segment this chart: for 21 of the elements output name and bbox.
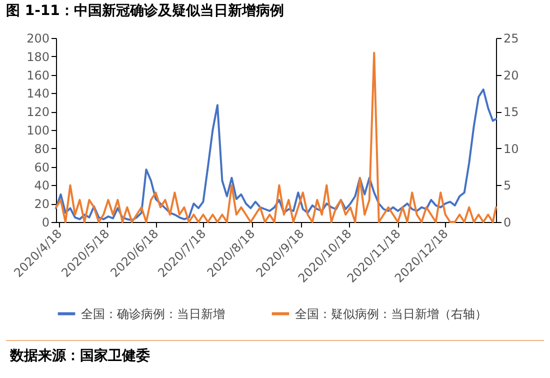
- y-tick-label: 200: [26, 32, 50, 46]
- y2-tick-label: 5: [504, 178, 512, 193]
- y-tick-label: 20: [34, 197, 50, 212]
- y2-tick-label: 0: [504, 216, 512, 230]
- y-tick-label: 100: [26, 124, 50, 138]
- y-tick-label: 0: [42, 216, 50, 230]
- y2-tick-label: 15: [504, 105, 519, 120]
- y-tick-label: 60: [34, 160, 50, 174]
- y-tick-label: 160: [26, 68, 50, 82]
- legend-label: 全国：确诊病例：当日新增: [81, 306, 225, 321]
- y2-tick-label: 20: [504, 68, 519, 82]
- y2-tick-label: 10: [504, 142, 519, 156]
- y-tick-label: 180: [26, 50, 50, 64]
- chart-title: 图 1-11：中国新冠确诊及疑似当日新增病例: [6, 2, 284, 19]
- y-tick-label: 40: [34, 178, 50, 193]
- source-note: 数据来源：国家卫健委: [6, 340, 544, 365]
- legend-label: 全国：疑似病例：当日新增（右轴）: [295, 306, 487, 321]
- y-tick-label: 80: [34, 142, 50, 156]
- y-tick-label: 140: [26, 86, 50, 101]
- y2-tick-label: 25: [504, 32, 519, 46]
- y-tick-label: 120: [26, 105, 50, 120]
